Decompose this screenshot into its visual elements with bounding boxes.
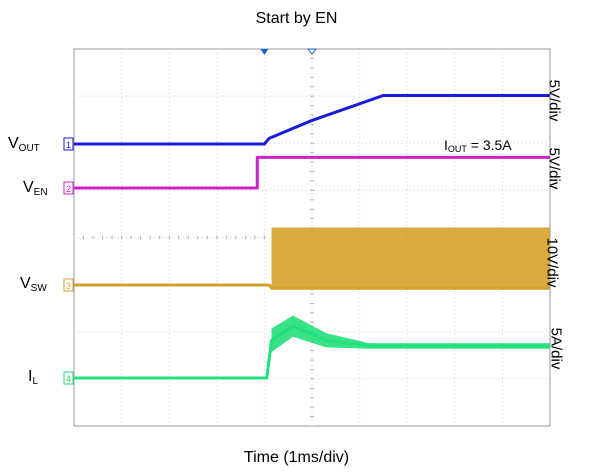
marker-il xyxy=(63,371,74,385)
marker-vsw-number: 3 xyxy=(66,281,71,291)
marker-vout-number: 1 xyxy=(66,140,71,150)
trigger-marker xyxy=(260,49,269,55)
traces xyxy=(74,93,550,380)
marker-il-number: 4 xyxy=(66,374,71,384)
scale-ven: 5V/div xyxy=(545,147,563,190)
trace-ven xyxy=(74,155,550,190)
trace-vout xyxy=(74,93,550,146)
marker-vsw xyxy=(63,278,74,292)
x-axis-label: Time (1ms/div) xyxy=(243,449,350,466)
marker-vout xyxy=(63,137,74,151)
scale-vout: 5V/div xyxy=(545,79,563,122)
trace-vsw-switching xyxy=(271,227,550,289)
trace-il xyxy=(74,324,550,380)
chart-title: Start by EN xyxy=(255,10,338,27)
marker-ven xyxy=(63,181,74,195)
trigger-position-marker xyxy=(306,48,318,55)
label-vsw: VSW xyxy=(20,275,47,295)
label-vout: VOUT xyxy=(8,135,40,155)
marker-ven-number: 2 xyxy=(66,184,71,194)
scale-vsw: 10V/div xyxy=(543,237,561,288)
trace-vsw xyxy=(74,283,550,290)
channel-markers: 1 2 3 4 xyxy=(63,137,74,385)
iout-annotation: IOUT = 3.5A xyxy=(444,137,512,154)
label-il: IL xyxy=(28,368,39,388)
scale-il: 5A/div xyxy=(547,327,565,370)
label-ven: VEN xyxy=(23,179,48,199)
